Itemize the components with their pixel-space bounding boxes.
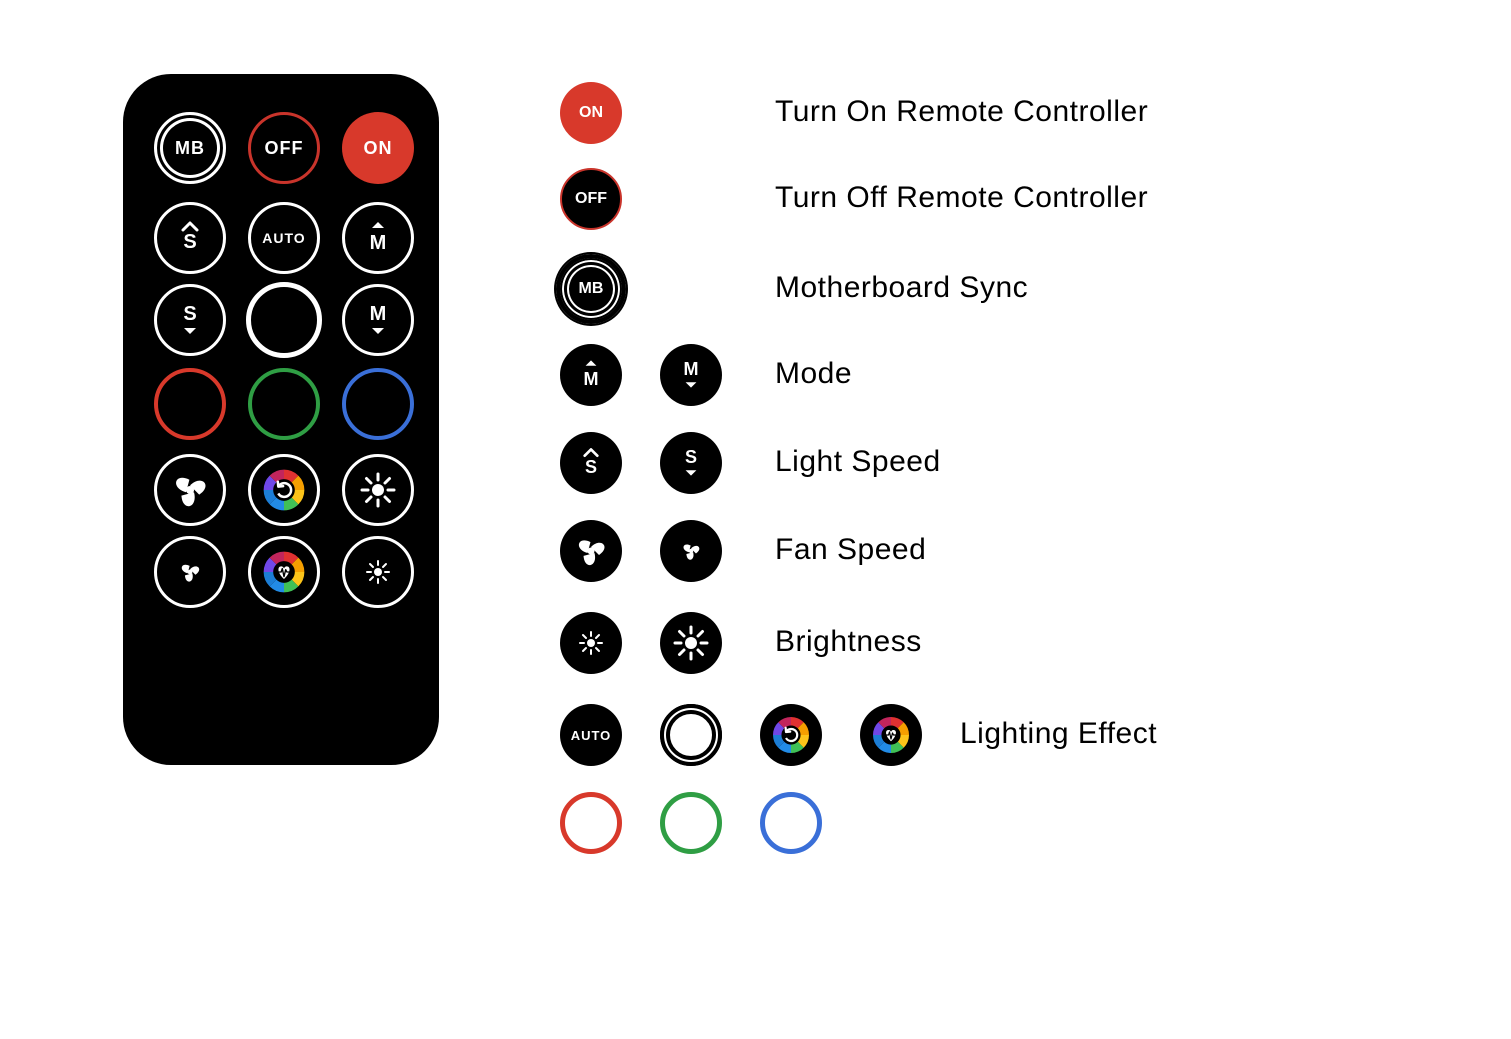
legend-mode-down-icon: M [660,344,722,406]
legend-blue-ring-icon [760,792,822,854]
auto-label: AUTO [262,230,305,246]
svg-text:M: M [584,369,599,389]
remote-color-green-button[interactable] [248,368,320,440]
remote-brightness-down-button[interactable] [342,536,414,608]
remote-mode-down-button[interactable]: M [342,284,414,356]
remote-off-button[interactable]: OFF [248,112,320,184]
legend-off-icon: OFF [560,168,622,230]
legend-red-ring-icon [560,792,622,854]
legend-fan-down-icon [660,520,722,582]
remote-color-red-button[interactable] [154,368,226,440]
rainbow-heart-icon [256,544,312,600]
legend-speed-up-icon: S [560,432,622,494]
mode-down-icon: M [358,298,398,342]
remote-fan-up-button[interactable] [154,454,226,526]
fan-down-icon [170,552,210,592]
svg-text:M: M [370,232,387,254]
remote-speed-down-button[interactable]: S [154,284,226,356]
legend-brightness-low-icon [560,612,622,674]
remote-auto-button[interactable]: AUTO [248,202,320,274]
legend-mode-up-icon: M [560,344,622,406]
remote-rainbow-refresh-button[interactable] [248,454,320,526]
rainbow-refresh-icon [256,462,312,518]
legend-auto-text: AUTO [571,728,612,743]
remote-color-blue-button[interactable] [342,368,414,440]
remote-speed-up-button[interactable]: S [154,202,226,274]
legend-mb-icon: MB [560,258,622,320]
svg-text:M: M [684,359,699,379]
legend-rainbow-refresh-icon [760,704,822,766]
on-label: ON [364,138,393,159]
svg-text:M: M [370,303,387,325]
legend-rainbow-heart-icon [860,704,922,766]
svg-text:S: S [183,231,196,253]
legend-speed-label: Light Speed [775,445,941,479]
legend-white-circle-icon-inner2 [667,711,715,759]
fan-up-icon [165,465,215,515]
legend-mb-label: Motherboard Sync [775,271,1028,305]
svg-text:S: S [183,303,196,325]
legend-on-icon: ON [560,82,622,144]
legend-on-text: ON [579,104,603,122]
legend-mb-text: MB [579,280,604,298]
off-label: OFF [265,138,304,159]
mode-up-icon: M [358,216,398,260]
legend-mode-label: Mode [775,357,852,391]
speed-up-icon: S [170,216,210,260]
legend-brightness-high-icon [660,612,722,674]
svg-text:S: S [585,457,597,477]
brightness-down-icon [358,552,398,592]
legend-auto-icon: AUTO [560,704,622,766]
remote-rainbow-heart-button[interactable] [248,536,320,608]
legend-off-label: Turn Off Remote Controller [775,181,1148,215]
remote-fan-down-button[interactable] [154,536,226,608]
legend-green-ring-icon [660,792,722,854]
remote-mode-up-button[interactable]: M [342,202,414,274]
legend-fan-up-icon [560,520,622,582]
brightness-up-icon [355,467,401,513]
remote-on-button[interactable]: ON [342,112,414,184]
legend-on-label: Turn On Remote Controller [775,95,1148,129]
remote-brightness-up-button[interactable] [342,454,414,526]
legend-brightness-label: Brightness [775,625,922,659]
legend-speed-down-icon: S [660,432,722,494]
legend-lighting-label: Lighting Effect [960,717,1157,751]
legend-off-text: OFF [575,190,607,208]
speed-down-icon: S [170,298,210,342]
remote-mb-button[interactable]: MB [154,112,226,184]
svg-text:S: S [685,447,697,467]
mb-label: MB [175,138,205,159]
remote-white-circle-button[interactable] [246,282,322,358]
legend-fan-label: Fan Speed [775,533,926,567]
